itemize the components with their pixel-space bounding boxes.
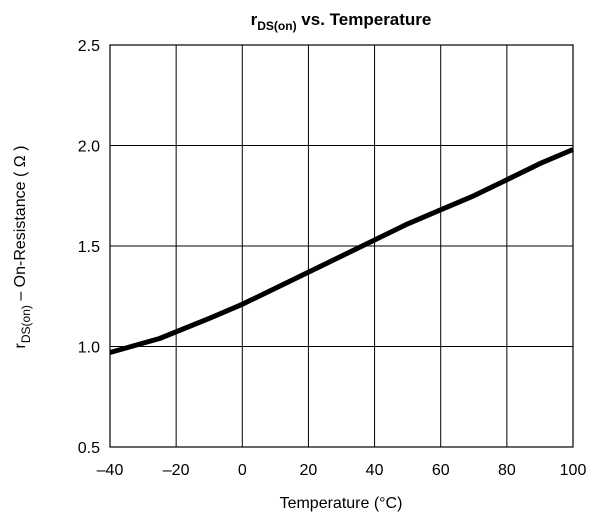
x-tick-label: 80 — [498, 462, 516, 479]
series-line — [109, 147, 574, 355]
x-tick-label: 60 — [432, 462, 450, 479]
x-tick-label: 0 — [238, 462, 247, 479]
y-tick-label: 2.0 — [78, 139, 100, 156]
plot-frame — [109, 44, 574, 448]
y-axis-label-sub: DS(on) — [19, 305, 33, 343]
chart-title: rDS(on) vs. Temperature — [251, 10, 432, 33]
chart-title-rest: vs. Temperature — [297, 10, 432, 29]
x-tick-label: 100 — [560, 462, 587, 479]
y-axis-label: rDS(on) – On-Resistance ( Ω ) — [12, 146, 33, 349]
y-tick-labels: 0.5 1.0 1.5 2.0 2.5 — [78, 38, 100, 457]
x-tick-label: 20 — [300, 462, 318, 479]
y-axis-label-main: r — [12, 342, 29, 348]
y-tick-label: 0.5 — [78, 440, 100, 457]
y-tick-label: 1.5 — [78, 239, 100, 256]
y-tick-label: 2.5 — [78, 38, 100, 55]
x-axis-label: Temperature (°C) — [280, 495, 403, 512]
grid — [109, 44, 574, 448]
series-layer — [109, 147, 574, 355]
y-tick-label: 1.0 — [78, 340, 100, 357]
y-axis-label-rest: – On-Resistance ( Ω ) — [12, 146, 29, 306]
chart-title-sub: DS(on) — [257, 19, 296, 33]
x-tick-label: –40 — [97, 462, 124, 479]
x-tick-labels: –40 –20 0 20 40 60 80 100 — [97, 462, 587, 479]
x-tick-label: –20 — [163, 462, 190, 479]
chart-title-main: r — [251, 10, 258, 29]
x-tick-label: 40 — [366, 462, 384, 479]
